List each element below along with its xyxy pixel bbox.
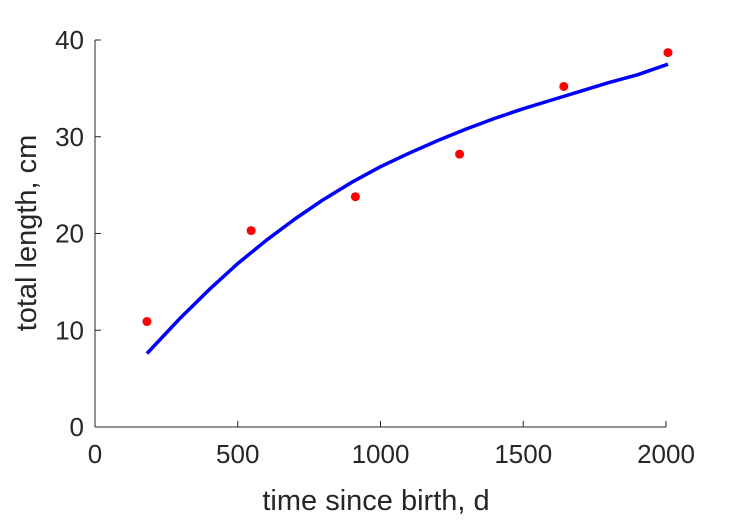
data-point [142, 317, 152, 327]
x-tick-label: 1000 [352, 439, 410, 469]
fit-curve [145, 62, 669, 355]
data-point [559, 81, 569, 91]
data-points-layer [142, 48, 673, 327]
axes [94, 39, 667, 428]
y-tick-label: 20 [55, 219, 84, 249]
tick-labels: 0 500 1000 1500 2000 0 10 20 30 40 [55, 25, 695, 469]
y-tick-label: 30 [55, 122, 84, 152]
y-tick-label: 0 [70, 412, 84, 442]
x-tick-label: 0 [88, 439, 102, 469]
x-tick-label: 500 [216, 439, 259, 469]
data-point [663, 48, 673, 58]
x-axis-label: time since birth, d [262, 485, 489, 517]
y-axis-label: total length, cm [11, 135, 43, 332]
y-tick-label: 10 [55, 315, 84, 345]
data-point [455, 149, 465, 159]
data-point [350, 192, 360, 202]
fit-curve-layer [145, 62, 669, 355]
y-tick-label: 40 [55, 25, 84, 55]
data-point [246, 226, 256, 236]
x-tick-label: 2000 [637, 439, 695, 469]
x-tick-label: 1500 [494, 439, 552, 469]
